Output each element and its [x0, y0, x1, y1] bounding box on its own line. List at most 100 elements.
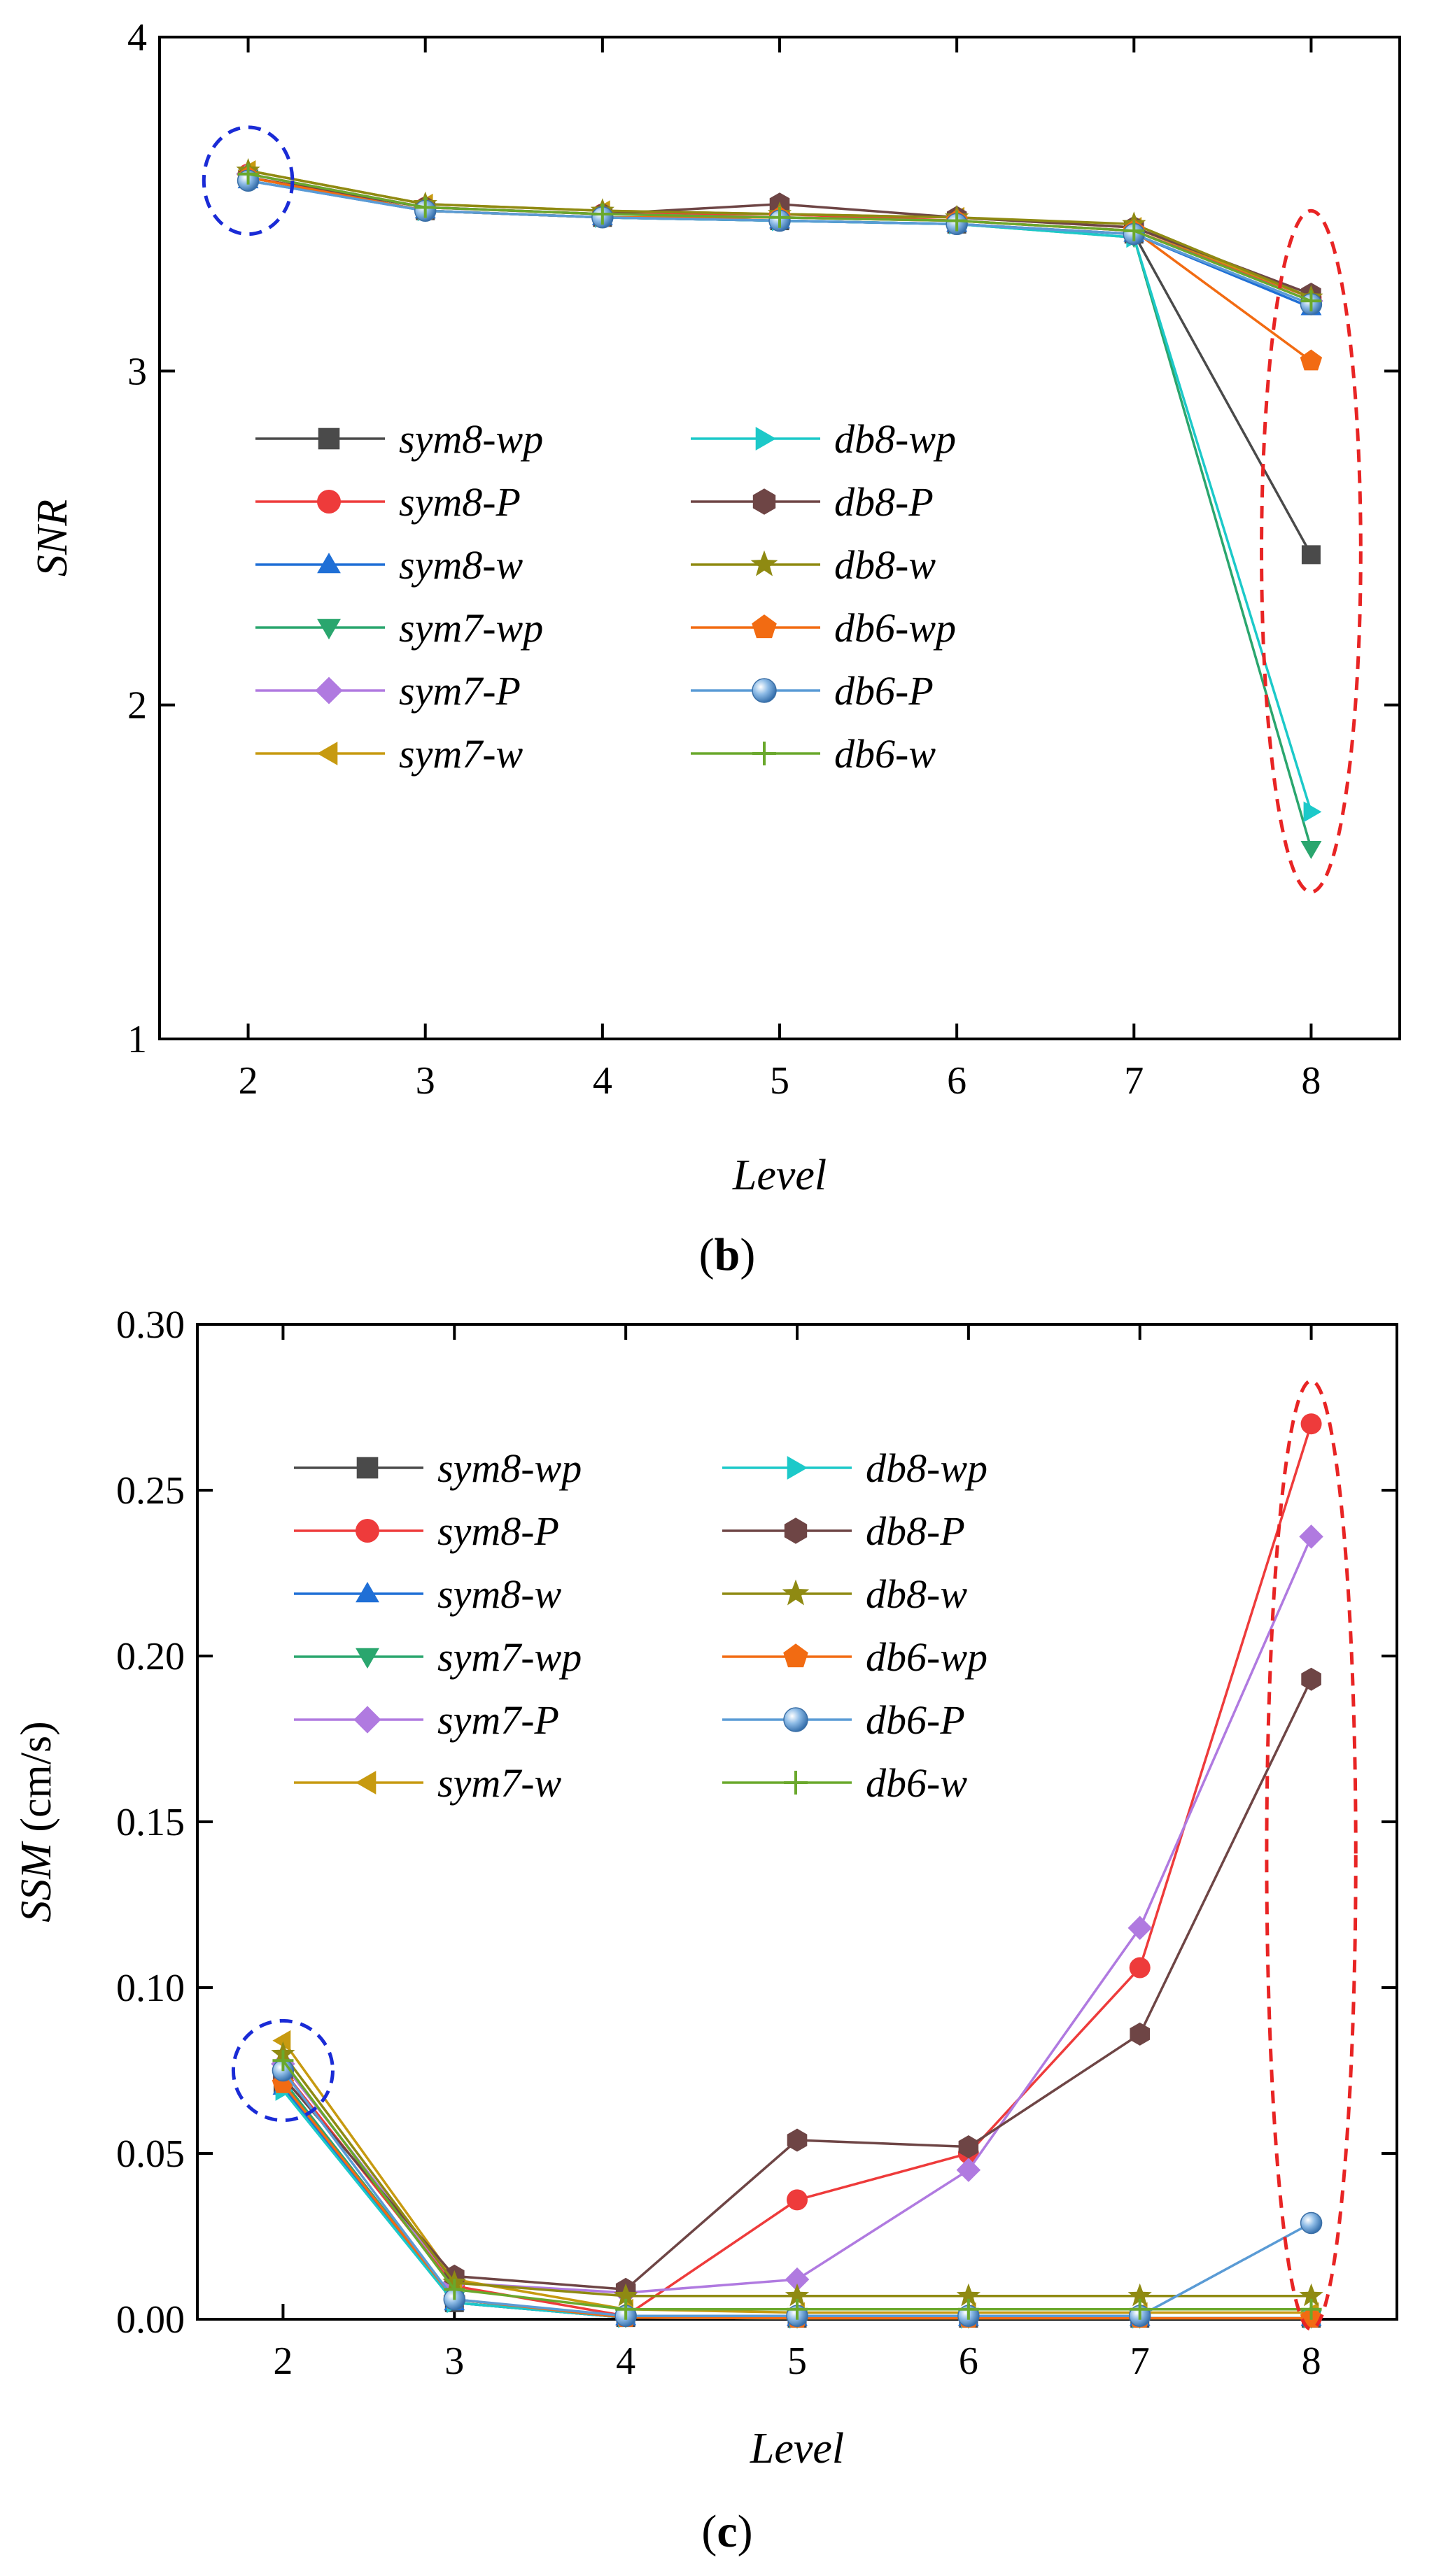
legend-marker [353, 1706, 381, 1734]
data-point [787, 2128, 808, 2152]
legend-label: db6-wp [834, 605, 956, 651]
legend-label: sym7-wp [437, 1634, 582, 1680]
legend-marker [317, 553, 341, 574]
data-point [1299, 1524, 1323, 1549]
y-axis-title-unit: (cm/s) [13, 1721, 60, 1843]
x-tick-label: 4 [616, 2340, 635, 2383]
highlight-layer [231, 1379, 1358, 2331]
legend-label: db8-w [834, 542, 936, 588]
legend: sym8-wp sym8-P sym8-w sym7-wp sym7-P sym7-w db… [255, 416, 956, 777]
legend-marker [318, 427, 340, 450]
data-point [237, 163, 259, 185]
legend-item-db6-wp: db6-wp [691, 605, 956, 651]
series-sym7-P [271, 1524, 1323, 2305]
y-axis-title-variable: SSM [13, 1841, 60, 1923]
y-tick-label: 0.10 [116, 1967, 185, 2010]
data-point [1129, 1957, 1151, 1979]
x-tick-label: 3 [416, 1059, 435, 1103]
legend-marker [752, 742, 776, 765]
data-point [1301, 545, 1321, 565]
data-point [614, 2283, 638, 2307]
caption-letter: b [715, 1229, 740, 1280]
y-tick-labels: 1 2 3 4 [127, 16, 147, 1061]
data-point [1300, 2298, 1322, 2320]
data-point [1129, 2298, 1151, 2320]
legend-label: sym7-w [399, 731, 523, 777]
highlight-layer [202, 125, 1363, 894]
legend-label: db6-w [834, 731, 936, 777]
highlight-ellipse [1260, 208, 1363, 894]
series-db8-w [236, 157, 1323, 308]
x-tick-label: 5 [787, 2340, 807, 2383]
series-line [282, 1423, 1313, 2318]
y-tick-label: 0.30 [116, 1303, 185, 1347]
legend-label: sym8-w [399, 542, 523, 588]
data-point [1299, 2283, 1323, 2307]
legend-marker [752, 614, 777, 639]
legend-item-sym7-wp: sym7-wp [255, 605, 543, 651]
caption-open: ( [701, 2506, 717, 2557]
data-point [958, 2135, 979, 2158]
legend-marker [317, 742, 338, 765]
data-point [1123, 220, 1145, 241]
series-line [248, 172, 1312, 299]
legend-label: db8-w [866, 1571, 967, 1617]
legend-item-sym7-w: sym7-w [294, 1760, 562, 1806]
legend-marker [317, 490, 341, 514]
legend-item-sym7-w: sym7-w [255, 731, 523, 777]
highlight-ellipse [231, 2018, 335, 2123]
legend-marker [356, 1771, 377, 1795]
y-axis-title: SNR [29, 500, 76, 576]
y-tick-label: 0.15 [116, 1801, 185, 1844]
legend-item-db8-wp: db8-wp [691, 416, 956, 462]
legend-item-db8-w: db8-w [722, 1571, 967, 1617]
data-point [1127, 2283, 1152, 2307]
x-tick-label: 5 [770, 1059, 789, 1103]
legend-label: sym7-wp [399, 605, 543, 651]
x-tick-label: 7 [1124, 1059, 1144, 1103]
data-point [946, 210, 968, 232]
legend-item-db6-P: db6-P [691, 668, 934, 714]
legend-marker [784, 1517, 808, 1544]
legend-marker [783, 1643, 808, 1668]
legend-item-db8-w: db8-w [691, 542, 936, 588]
data-point [1300, 1413, 1322, 1435]
legend-marker [315, 677, 343, 705]
data-point [957, 2298, 979, 2320]
panel-caption: (c) [701, 2506, 752, 2557]
y-tick-label: 4 [127, 16, 147, 59]
x-axis-title: Level [750, 2425, 844, 2472]
legend-item-db8-P: db8-P [722, 1508, 965, 1554]
legend-marker [317, 618, 341, 639]
x-tick-label: 6 [959, 2340, 978, 2383]
data-point [769, 206, 790, 228]
legend-item-db6-w: db6-w [691, 731, 936, 777]
legend-label: db8-P [866, 1508, 965, 1554]
caption-open: ( [699, 1229, 715, 1280]
legend-marker [356, 1648, 379, 1669]
legend-marker [752, 678, 777, 703]
x-tick-label: 8 [1302, 2340, 1321, 2383]
legend-label: sym8-P [399, 479, 521, 525]
legend-label: sym8-wp [399, 416, 543, 462]
y-tick-label: 0.00 [116, 2298, 185, 2342]
x-tick-labels: 2 3 4 5 6 7 8 [239, 1059, 1321, 1103]
legend-item-sym7-P: sym7-P [294, 1697, 559, 1743]
legend-item-db6-P: db6-P [722, 1697, 965, 1743]
legend-item-sym8-wp: sym8-wp [294, 1445, 582, 1491]
chart-panel-c: 0.00 0.05 0.10 0.15 0.20 0.25 0.30 2 3 4 5 6 7 8 SSM… [13, 1303, 1398, 2557]
data-point [1130, 2022, 1150, 2046]
series-line [281, 2053, 1312, 2298]
series-db8-P [238, 166, 1321, 306]
legend-item-db8-wp: db8-wp [722, 1445, 987, 1491]
data-point [444, 2279, 465, 2300]
legend: sym8-wp sym8-P sym8-w sym7-wp sym7-P sym7-w db… [294, 1445, 987, 1806]
legend-marker [787, 1456, 808, 1480]
legend-item-sym8-wp: sym8-wp [255, 416, 543, 462]
legend-marker [750, 550, 778, 576]
legend-item-sym7-wp: sym7-wp [294, 1634, 582, 1680]
data-point [1127, 1916, 1152, 1940]
legend-item-sym8-w: sym8-w [294, 1571, 562, 1617]
y-tick-label: 0.20 [116, 1635, 185, 1678]
legend-marker [784, 1771, 808, 1795]
